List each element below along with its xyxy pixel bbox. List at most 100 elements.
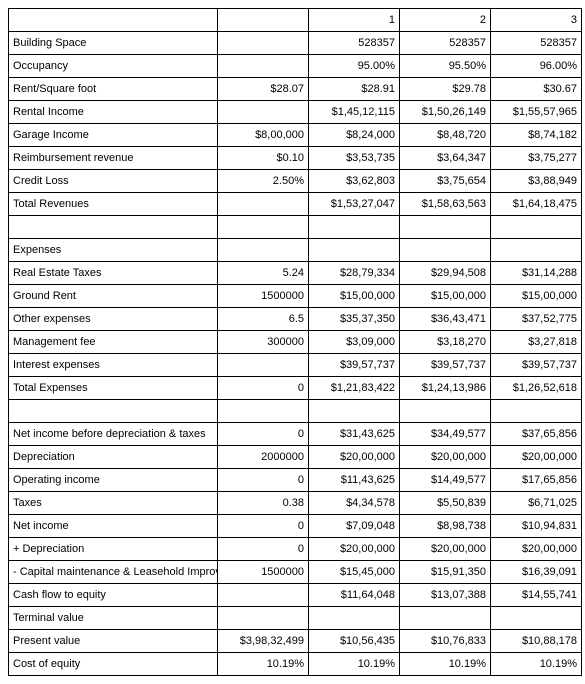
cell-c2: $8,48,720 bbox=[400, 124, 491, 147]
cell-c0 bbox=[218, 400, 309, 423]
cell-c0: $8,00,000 bbox=[218, 124, 309, 147]
cell-c1: $3,53,735 bbox=[309, 147, 400, 170]
cell-c3 bbox=[491, 239, 582, 262]
data-row: Other expenses6.5$35,37,350$36,43,471$37… bbox=[9, 308, 582, 331]
row-label: Interest expenses bbox=[9, 354, 218, 377]
cell-c0: 0 bbox=[218, 538, 309, 561]
cell-c1: $20,00,000 bbox=[309, 538, 400, 561]
cell-c2 bbox=[400, 216, 491, 239]
row-label: Garage Income bbox=[9, 124, 218, 147]
data-row: Expenses bbox=[9, 239, 582, 262]
cell-c3: $20,00,000 bbox=[491, 538, 582, 561]
cell-c2: $1,58,63,563 bbox=[400, 193, 491, 216]
data-row: Cash flow to equity$11,64,048$13,07,388$… bbox=[9, 584, 582, 607]
cell-c0 bbox=[218, 584, 309, 607]
data-row: Reimbursement revenue$0.10$3,53,735$3,64… bbox=[9, 147, 582, 170]
row-label: Building Space bbox=[9, 32, 218, 55]
cell-c2: $29,94,508 bbox=[400, 262, 491, 285]
cell-c1: $20,00,000 bbox=[309, 446, 400, 469]
cell-c0: 300000 bbox=[218, 331, 309, 354]
row-label: Net income bbox=[9, 515, 218, 538]
row-label: Real Estate Taxes bbox=[9, 262, 218, 285]
cell-c3: $8,74,182 bbox=[491, 124, 582, 147]
cell-c1: 528357 bbox=[309, 32, 400, 55]
row-label: - Capital maintenance & Leasehold Improv… bbox=[9, 561, 218, 584]
data-row: Rent/Square foot$28.07$28.91$29.78$30.67 bbox=[9, 78, 582, 101]
row-label: Rental Income bbox=[9, 101, 218, 124]
cell-c0: 5.24 bbox=[218, 262, 309, 285]
cell-c2: $3,75,654 bbox=[400, 170, 491, 193]
row-label: Present value bbox=[9, 630, 218, 653]
cell-c0: 2000000 bbox=[218, 446, 309, 469]
cell-c2: $36,43,471 bbox=[400, 308, 491, 331]
data-row: Rental Income$1,45,12,115$1,50,26,149$1,… bbox=[9, 101, 582, 124]
cell-c3 bbox=[491, 607, 582, 630]
cell-c2: $39,57,737 bbox=[400, 354, 491, 377]
cell-c2: $8,98,738 bbox=[400, 515, 491, 538]
cell-c0 bbox=[218, 9, 309, 32]
cell-c1: $11,43,625 bbox=[309, 469, 400, 492]
data-row: Total Revenues $1,53,27,047$1,58,63,563$1… bbox=[9, 193, 582, 216]
cell-c2: $14,49,577 bbox=[400, 469, 491, 492]
data-row: Net income before depreciation & taxes0$… bbox=[9, 423, 582, 446]
data-row: Occupancy95.00%95.50%96.00% bbox=[9, 55, 582, 78]
cell-c3: $30.67 bbox=[491, 78, 582, 101]
cell-c3: 10.19% bbox=[491, 653, 582, 676]
cell-c0: 0 bbox=[218, 469, 309, 492]
cell-c1: $1,21,83,422 bbox=[309, 377, 400, 400]
cell-c0: 10.19% bbox=[218, 653, 309, 676]
data-row: Taxes0.38$4,34,578$5,50,839$6,71,025 bbox=[9, 492, 582, 515]
header-row: 123 bbox=[9, 9, 582, 32]
cell-c3: $10,88,178 bbox=[491, 630, 582, 653]
data-row: Real Estate Taxes5.24$28,79,334$29,94,50… bbox=[9, 262, 582, 285]
data-row: Operating income0$11,43,625$14,49,577$17… bbox=[9, 469, 582, 492]
cell-c2 bbox=[400, 239, 491, 262]
cell-c1 bbox=[309, 400, 400, 423]
cell-c3: $16,39,091 bbox=[491, 561, 582, 584]
row-label: Total Revenues bbox=[9, 193, 218, 216]
cell-c2: $5,50,839 bbox=[400, 492, 491, 515]
row-label: Cost of equity bbox=[9, 653, 218, 676]
cell-c3 bbox=[491, 216, 582, 239]
cell-c3: $6,71,025 bbox=[491, 492, 582, 515]
data-row: Management fee300000$3,09,000$3,18,270$3… bbox=[9, 331, 582, 354]
cell-c0 bbox=[218, 354, 309, 377]
row-label: Other expenses bbox=[9, 308, 218, 331]
row-label: Total Expenses bbox=[9, 377, 218, 400]
cell-c0 bbox=[218, 607, 309, 630]
cell-c1: $39,57,737 bbox=[309, 354, 400, 377]
cell-c3: $37,65,856 bbox=[491, 423, 582, 446]
row-label: Cash flow to equity bbox=[9, 584, 218, 607]
cell-c1: $8,24,000 bbox=[309, 124, 400, 147]
row-label: Reimbursement revenue bbox=[9, 147, 218, 170]
cell-c1: $35,37,350 bbox=[309, 308, 400, 331]
row-label: Ground Rent bbox=[9, 285, 218, 308]
cell-c3: $15,00,000 bbox=[491, 285, 582, 308]
cell-c0: $28.07 bbox=[218, 78, 309, 101]
cell-c1: 1 bbox=[309, 9, 400, 32]
cell-c1: $1,45,12,115 bbox=[309, 101, 400, 124]
row-label bbox=[9, 400, 218, 423]
cell-c0: 6.5 bbox=[218, 308, 309, 331]
cell-c3: $17,65,856 bbox=[491, 469, 582, 492]
cell-c1: $1,53,27,047 bbox=[309, 193, 400, 216]
data-row: Depreciation2000000$20,00,000$20,00,000$… bbox=[9, 446, 582, 469]
cell-c2: $10,76,833 bbox=[400, 630, 491, 653]
cell-c3: $3,27,818 bbox=[491, 331, 582, 354]
cell-c2: 2 bbox=[400, 9, 491, 32]
cell-c3: $1,64,18,475 bbox=[491, 193, 582, 216]
cell-c1: $31,43,625 bbox=[309, 423, 400, 446]
cell-c0 bbox=[218, 193, 309, 216]
cell-c2: $34,49,577 bbox=[400, 423, 491, 446]
data-row: Garage Income$8,00,000$8,24,000$8,48,720… bbox=[9, 124, 582, 147]
cell-c0: 0 bbox=[218, 515, 309, 538]
cell-c0: 1500000 bbox=[218, 285, 309, 308]
cell-c2: $3,18,270 bbox=[400, 331, 491, 354]
data-row: Building Space528357528357528357 bbox=[9, 32, 582, 55]
cell-c3: $31,14,288 bbox=[491, 262, 582, 285]
data-row: Terminal value bbox=[9, 607, 582, 630]
cell-c3: 528357 bbox=[491, 32, 582, 55]
row-label: Management fee bbox=[9, 331, 218, 354]
data-row: Net income0$7,09,048$8,98,738$10,94,831 bbox=[9, 515, 582, 538]
cell-c1: $11,64,048 bbox=[309, 584, 400, 607]
